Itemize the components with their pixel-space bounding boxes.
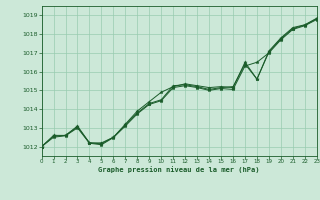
X-axis label: Graphe pression niveau de la mer (hPa): Graphe pression niveau de la mer (hPa) [99,167,260,173]
